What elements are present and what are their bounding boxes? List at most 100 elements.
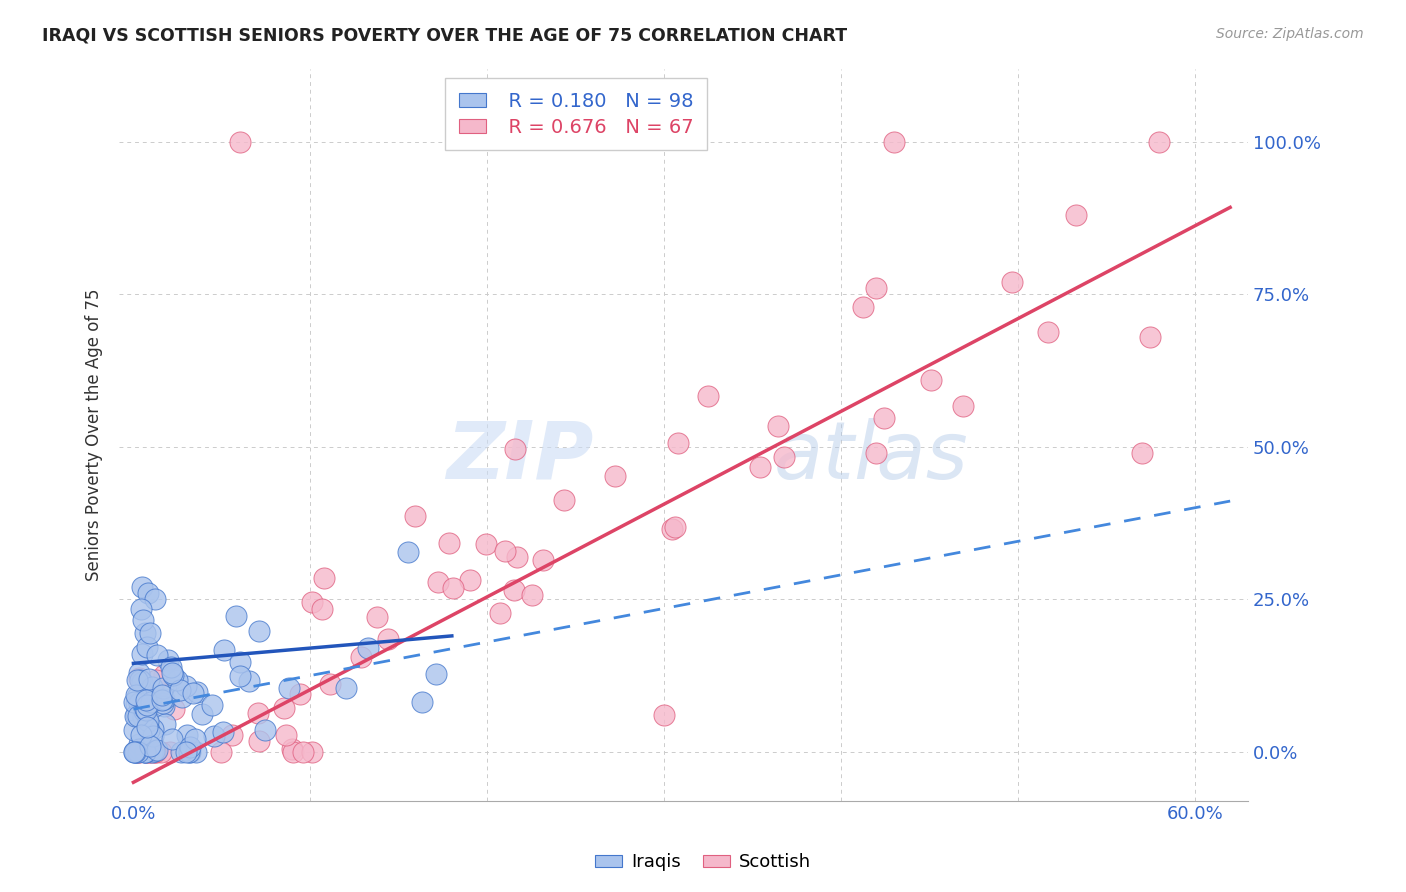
Text: IRAQI VS SCOTTISH SENIORS POVERTY OVER THE AGE OF 75 CORRELATION CHART: IRAQI VS SCOTTISH SENIORS POVERTY OVER T… (42, 27, 848, 45)
Point (153, 691, 176, 706)
Point (281, 745, 304, 759)
Point (920, 373, 942, 387)
Point (460, 573, 482, 587)
Point (127, 745, 149, 759)
Point (122, 745, 145, 759)
Point (138, 723, 160, 738)
Point (238, 673, 260, 688)
Point (288, 688, 311, 702)
Legend: Iraqis, Scottish: Iraqis, Scottish (588, 847, 818, 879)
Point (1149, 135, 1171, 149)
Point (865, 446, 887, 460)
Point (136, 586, 159, 600)
Point (225, 609, 247, 624)
Point (773, 450, 796, 464)
Point (134, 745, 156, 759)
Point (181, 686, 204, 700)
Point (852, 300, 875, 314)
Point (211, 725, 233, 739)
Point (184, 732, 207, 747)
Point (166, 673, 188, 687)
Point (160, 732, 183, 747)
Point (135, 720, 157, 734)
Point (274, 728, 297, 742)
Point (132, 613, 155, 627)
Point (301, 745, 323, 759)
Point (366, 609, 388, 624)
Point (520, 588, 543, 602)
Point (128, 741, 150, 756)
Point (335, 681, 357, 695)
Point (138, 745, 160, 759)
Legend:   R = 0.180   N = 98,   R = 0.676   N = 67: R = 0.180 N = 98, R = 0.676 N = 67 (444, 78, 707, 150)
Point (873, 410, 896, 425)
Point (350, 649, 373, 664)
Point (319, 677, 342, 691)
Point (179, 740, 201, 755)
Point (495, 544, 517, 558)
Point (139, 692, 162, 706)
Point (221, 728, 243, 742)
Point (186, 684, 208, 698)
Point (141, 680, 163, 694)
Point (153, 716, 176, 731)
Point (668, 435, 690, 450)
Point (1130, 446, 1153, 460)
Point (292, 745, 315, 759)
Point (489, 606, 512, 620)
Point (664, 520, 686, 534)
Text: Source: ZipAtlas.com: Source: ZipAtlas.com (1216, 27, 1364, 41)
Point (865, 281, 887, 295)
Point (128, 696, 150, 710)
Point (404, 508, 426, 523)
Point (135, 716, 157, 731)
Point (122, 745, 145, 759)
Point (503, 582, 526, 597)
Point (127, 709, 149, 723)
Point (150, 745, 173, 759)
Point (134, 745, 156, 759)
Point (129, 729, 152, 743)
Point (748, 460, 770, 475)
Point (1036, 326, 1059, 340)
Point (411, 695, 433, 709)
Point (135, 693, 157, 707)
Point (531, 553, 554, 567)
Point (143, 745, 166, 759)
Point (277, 681, 299, 695)
Point (128, 737, 150, 751)
Point (503, 442, 526, 457)
Y-axis label: Seniors Poverty Over the Age of 75: Seniors Poverty Over the Age of 75 (86, 288, 103, 581)
Point (138, 672, 160, 686)
Point (768, 419, 790, 434)
Point (125, 688, 148, 702)
Point (145, 673, 167, 687)
Point (127, 690, 149, 705)
Point (475, 537, 498, 551)
Point (301, 595, 323, 609)
Point (163, 702, 186, 716)
Point (201, 698, 224, 712)
Point (152, 681, 174, 695)
Point (179, 745, 201, 759)
Point (952, 399, 974, 413)
Point (142, 722, 165, 736)
Point (136, 640, 159, 654)
Point (134, 625, 156, 640)
Point (273, 700, 295, 714)
Point (246, 706, 269, 720)
Point (157, 653, 180, 667)
Point (312, 571, 335, 585)
Point (1001, 276, 1024, 290)
Point (135, 745, 157, 759)
Point (122, 695, 145, 709)
Point (191, 706, 214, 721)
Point (135, 713, 157, 727)
Point (311, 601, 333, 615)
Point (153, 698, 176, 713)
Text: atlas: atlas (773, 417, 969, 496)
Point (214, 643, 236, 657)
Point (696, 389, 718, 403)
Point (425, 667, 447, 681)
Point (209, 745, 232, 759)
